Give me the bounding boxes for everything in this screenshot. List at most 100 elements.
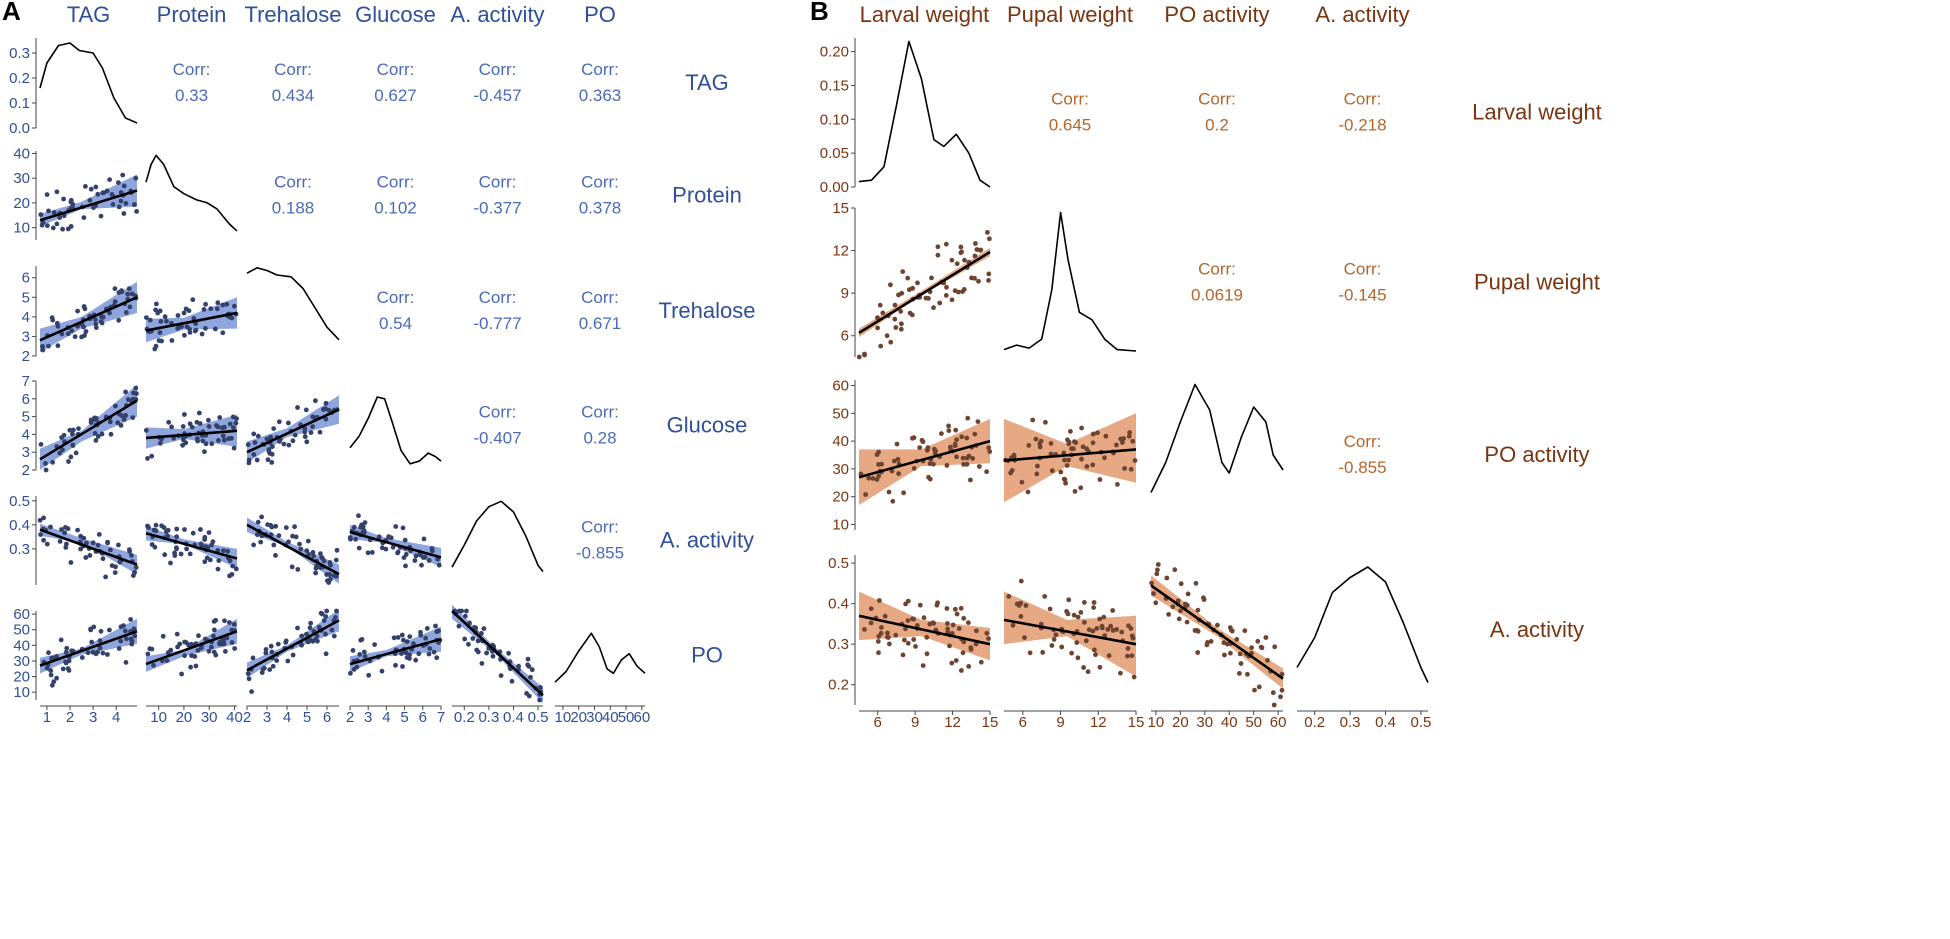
scatter-point-a-3-1-2 <box>200 438 206 444</box>
scatter-point-a-3-1-41 <box>231 445 237 451</box>
scatter-point-a-5-4-28 <box>524 691 529 696</box>
scatter-point-a-3-2-32 <box>269 451 275 457</box>
scatter-point-a-5-2-33 <box>267 667 273 672</box>
corr-label-a-5: Corr: <box>274 173 312 192</box>
x-tick-label-b-0-0: 6 <box>874 714 882 731</box>
scatter-point-a-4-2-35 <box>283 525 289 530</box>
scatter-point-b-3-0-17 <box>973 641 979 647</box>
scatter-point-b-3-0-51 <box>952 606 958 612</box>
corr-value-a-3: -0.457 <box>473 86 521 105</box>
scatter-point-b-3-0-36 <box>984 630 990 636</box>
scatter-point-b-2-0-36 <box>920 439 926 445</box>
scatter-point-b-2-0-53 <box>975 419 981 424</box>
scatter-point-a-2-0-43 <box>75 308 80 314</box>
scatter-point-a-5-4-0 <box>509 678 515 684</box>
scatter-point-a-1-0-45 <box>70 201 76 207</box>
y-tick-label-b-1-3: 15 <box>832 200 849 217</box>
corr-label-a-13: Corr: <box>581 403 619 422</box>
y-tick-label-b-3-1: 0.3 <box>828 636 849 653</box>
x-tick-label-a-3-1: 3 <box>364 709 372 726</box>
scatter-point-a-3-2-49 <box>252 440 258 445</box>
corr-value-a-6: 0.102 <box>374 199 417 218</box>
scatter-point-b-2-0-11 <box>895 456 901 462</box>
x-tick-label-a-2-4: 6 <box>323 709 331 726</box>
scatter-point-a-5-2-19 <box>331 633 337 639</box>
scatter-point-a-4-0-53 <box>81 535 87 541</box>
scatter-point-b-3-2-44 <box>1182 601 1188 607</box>
scatter-point-b-2-1-4 <box>1103 433 1109 439</box>
scatter-point-a-4-1-30 <box>168 560 173 566</box>
scatter-point-a-4-0-6 <box>87 553 93 558</box>
scatter-point-b-3-2-54 <box>1265 657 1270 663</box>
scatter-point-a-5-2-29 <box>299 642 304 648</box>
scatter-point-b-2-1-7 <box>1079 456 1084 462</box>
scatter-point-b-3-1-68 <box>1010 622 1016 628</box>
scatter-point-a-2-1-1 <box>220 330 226 336</box>
panel-b-letter: B <box>810 0 829 26</box>
regression-line-b-2-0 <box>858 439 991 479</box>
scatter-point-b-3-1-22 <box>1083 638 1089 644</box>
scatter-point-b-2-0-65 <box>866 475 872 481</box>
regression-line-a-1-0 <box>39 189 138 222</box>
scatter-point-b-3-1-54 <box>1018 614 1024 619</box>
scatter-point-a-4-0-35 <box>84 540 89 546</box>
scatter-point-b-3-1-20 <box>1125 646 1131 651</box>
scatter-point-b-3-2-24 <box>1234 637 1240 642</box>
scatter-point-b-2-1-6 <box>1090 462 1096 468</box>
scatter-point-b-3-2-36 <box>1245 671 1250 677</box>
scatter-point-a-3-0-14 <box>60 447 65 453</box>
y-tick-label-a-5-2: 30 <box>13 653 30 670</box>
scatter-point-a-5-0-42 <box>88 627 94 633</box>
scatter-point-b-3-0-55 <box>903 626 908 632</box>
scatter-point-a-2-1-15 <box>190 297 196 303</box>
scatter-point-a-5-1-6 <box>222 618 227 624</box>
scatter-point-a-4-3-26 <box>421 536 427 542</box>
scatter-point-b-3-2-28 <box>1237 651 1243 657</box>
scatter-point-b-1-0-6 <box>899 321 904 327</box>
scatter-point-b-1-0-36 <box>856 354 862 360</box>
scatter-point-b-2-1-38 <box>1068 429 1073 434</box>
scatter-point-b-1-0-39 <box>987 236 992 242</box>
scatter-point-a-5-2-35 <box>246 676 252 682</box>
corr-value-b-2: -0.218 <box>1338 116 1386 135</box>
scatter-point-a-4-2-16 <box>290 533 295 539</box>
scatter-point-b-3-1-4 <box>1102 633 1108 638</box>
scatter-point-b-3-0-60 <box>862 627 867 632</box>
scatter-point-a-5-1-29 <box>195 648 201 653</box>
x-tick-label-b-1-2: 12 <box>1090 714 1107 731</box>
scatter-point-b-1-0-67 <box>969 275 974 281</box>
scatter-point-a-4-2-51 <box>269 524 275 530</box>
row-label-a-0: TAG <box>685 70 729 95</box>
scatter-point-a-3-0-15 <box>76 426 81 431</box>
scatter-point-b-1-0-28 <box>958 250 964 256</box>
scatter-point-a-3-1-16 <box>143 428 149 433</box>
scatter-point-a-1-0-36 <box>133 175 139 181</box>
scatter-point-a-2-1-5 <box>181 310 187 316</box>
y-tick-label-a-0-1: 0.1 <box>9 95 30 112</box>
scatter-point-a-3-0-12 <box>113 403 118 409</box>
y-tick-label-b-2-4: 50 <box>832 405 849 422</box>
scatter-point-b-3-0-23 <box>913 644 918 649</box>
scatter-point-b-3-1-35 <box>1086 627 1092 633</box>
scatter-point-b-1-0-55 <box>899 290 905 296</box>
scatter-point-a-5-3-52 <box>348 670 353 676</box>
scatter-point-b-3-0-26 <box>911 616 917 622</box>
scatter-point-b-2-0-54 <box>890 498 896 504</box>
scatter-point-b-2-1-21 <box>1062 477 1068 482</box>
scatter-point-a-3-0-30 <box>70 431 75 437</box>
corr-value-b-1: 0.2 <box>1205 116 1229 135</box>
scatter-point-a-5-2-48 <box>261 665 267 671</box>
scatter-point-a-5-2-40 <box>295 625 300 631</box>
scatter-point-b-3-1-29 <box>1051 637 1057 642</box>
scatter-point-b-3-2-16 <box>1249 645 1254 650</box>
scatter-point-a-5-3-34 <box>361 649 367 655</box>
scatter-point-a-5-4-22 <box>475 649 481 655</box>
scatter-point-a-5-2-50 <box>329 627 335 633</box>
x-tick-label-a-1-1: 20 <box>176 709 193 726</box>
scatter-point-b-3-2-12 <box>1259 645 1265 651</box>
scatter-point-b-1-0-31 <box>949 297 955 303</box>
scatter-point-a-5-0-28 <box>124 636 129 642</box>
scatter-point-a-4-1-27 <box>198 527 203 532</box>
y-tick-label-b-3-0: 0.2 <box>828 677 849 694</box>
scatter-point-a-2-0-36 <box>83 329 89 334</box>
